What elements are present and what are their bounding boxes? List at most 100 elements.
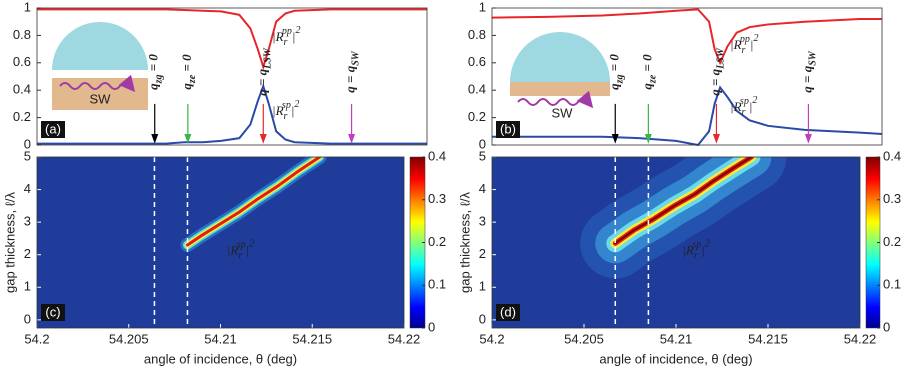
y-tick-label: 0 [479, 136, 486, 151]
math-part: SW [351, 50, 362, 66]
panel-label: (b) [500, 121, 516, 136]
panel-label: (c) [45, 304, 60, 319]
math-part: 2 [752, 95, 757, 106]
math-part: q = q [254, 68, 269, 95]
colorbar-tick-label: 0.4 [428, 148, 446, 163]
colorbar-tick-label: 0.3 [428, 191, 446, 206]
math-label: q = qLSW [254, 47, 273, 96]
ridge [614, 157, 753, 245]
colorbar-tick-label: 0.1 [428, 277, 446, 292]
panel-label-box [496, 121, 520, 138]
math-part: 2 [294, 99, 299, 110]
math-part: LSW [716, 47, 727, 70]
arrow-head [644, 134, 652, 144]
panel-label-box [41, 121, 65, 138]
math-part: ze [187, 74, 198, 84]
colorbar-tick-label: 0 [883, 319, 890, 334]
math-part: 2 [754, 33, 759, 44]
math-part: r [694, 251, 698, 262]
math-part: sp [237, 240, 246, 251]
y-tick-label: 0.2 [468, 109, 486, 124]
math-part: |R [730, 99, 742, 114]
math-part: q = q [799, 65, 814, 92]
y-tick-label: 5 [479, 148, 486, 163]
y-axis-label: gap thickness, ℓ/λ [457, 191, 472, 293]
colorbar-tick-label: 0.1 [883, 277, 901, 292]
math-part: q = q [707, 68, 722, 95]
arrow-head [151, 134, 159, 144]
x-tick-label: 54.2 [24, 331, 49, 346]
math-part: = 0 [606, 54, 621, 75]
y-tick-label: 0 [24, 311, 31, 326]
y-tick-label: 1 [24, 0, 31, 14]
arrow-head [804, 134, 812, 144]
colorbar-tick-label: 0.2 [428, 234, 446, 249]
y-tick-label: 4 [479, 181, 486, 196]
y-tick-label: 0 [479, 311, 486, 326]
math-part: = 0 [146, 54, 161, 75]
math-part: | [749, 99, 753, 114]
math-part: 2 [296, 25, 301, 36]
y-tick-label: 0.4 [13, 82, 31, 97]
arrow-head [348, 134, 356, 144]
math-part: q [179, 83, 194, 90]
math-part: |R [730, 37, 742, 52]
y-tick-label: 3 [24, 214, 31, 229]
math-part: |R [682, 242, 694, 257]
math-label: qzg = 0 [146, 54, 165, 90]
y-tick-label: 1 [24, 279, 31, 294]
series-line [37, 82, 427, 145]
math-label: |Rrsp|2 [730, 95, 757, 118]
math-part: r [238, 251, 242, 262]
math-part: q = q [343, 65, 358, 92]
y-tick-label: 3 [479, 214, 486, 229]
math-label: q = qSW [343, 50, 362, 92]
plot-frame [36, 7, 428, 146]
math-label: qze = 0 [639, 54, 658, 90]
y-tick-label: 0.4 [468, 82, 486, 97]
arrow-head [611, 134, 619, 144]
y-tick-label: 4 [24, 181, 31, 196]
math-part: r [284, 111, 288, 122]
math-part: 2 [705, 239, 710, 250]
math-label: qze = 0 [179, 54, 198, 90]
arrow-head [259, 134, 267, 144]
math-part: | [291, 103, 295, 118]
y-tick-label: 2 [479, 246, 486, 261]
math-part: LSW [263, 47, 274, 70]
panel-label: (d) [500, 304, 516, 319]
y-tick-label: 5 [24, 148, 31, 163]
inset-b: SW [510, 32, 610, 120]
plot-frame [491, 7, 883, 146]
x-tick-label: 54.205 [564, 331, 604, 346]
math-part: = 0 [179, 54, 194, 75]
math-part: | [292, 29, 296, 44]
y-tick-label: 0.8 [13, 27, 31, 42]
math-part: r [284, 37, 288, 48]
math-part: sp [740, 96, 749, 107]
math-label: |Rrsp|2 [272, 99, 299, 122]
math-part: zg [154, 75, 165, 85]
inset-a: SW [52, 22, 148, 110]
math-label: q = qSW [799, 50, 818, 92]
x-tick-label: 54.215 [292, 331, 332, 346]
y-axis-label: gap thickness, ℓ/λ [2, 191, 17, 293]
ridge [185, 157, 322, 247]
math-part: pp [281, 26, 292, 37]
panel-label-box [496, 304, 520, 321]
math-label: |Rrsp|2 [682, 239, 709, 262]
math-label: qzg = 0 [606, 54, 625, 90]
inset-label: SW [90, 91, 112, 106]
x-tick-label: 54.2 [479, 331, 504, 346]
math-part: SW [808, 50, 819, 66]
math-label: |Rrpp|2 [272, 25, 301, 48]
math-part: 2 [249, 239, 254, 250]
math-part: = 0 [639, 54, 654, 75]
math-label: |Rrsp|2 [227, 239, 254, 262]
math-part: | [701, 242, 705, 257]
plot-frame [491, 156, 861, 329]
heatmap-background [37, 157, 404, 328]
y-tick-label: 0.2 [13, 109, 31, 124]
math-part: q [146, 83, 161, 90]
math-part: r [742, 107, 746, 118]
